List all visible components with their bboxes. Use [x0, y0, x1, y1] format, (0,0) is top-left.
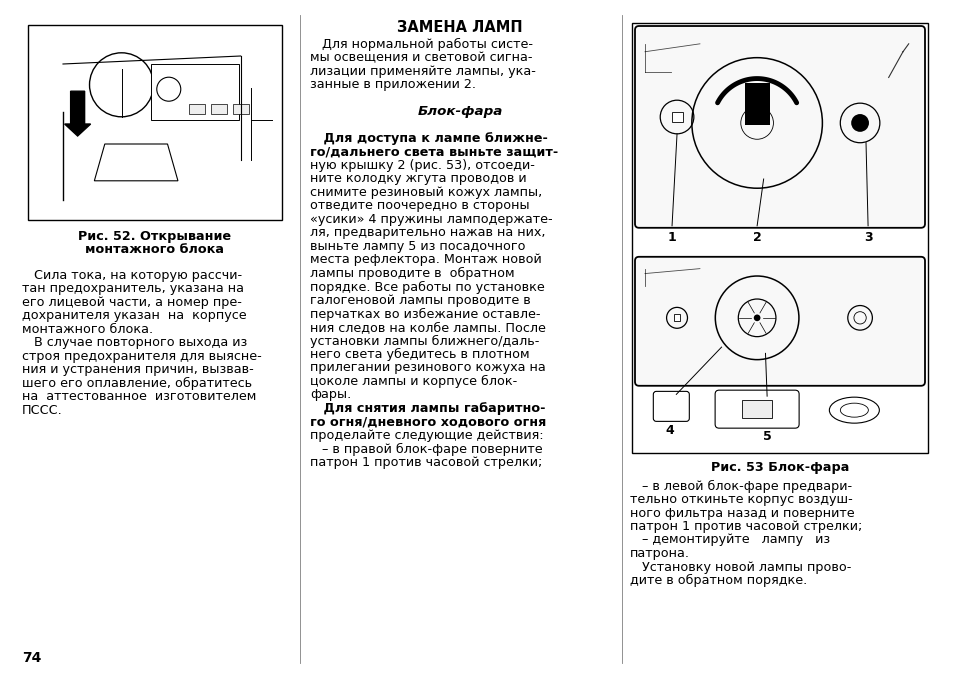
Text: дите в обратном порядке.: дите в обратном порядке. [629, 574, 806, 587]
Text: Рис. 52. Открывание: Рис. 52. Открывание [78, 230, 232, 243]
Text: места рефлектора. Монтаж новой: места рефлектора. Монтаж новой [310, 253, 541, 266]
Text: занные в приложении 2.: занные в приложении 2. [310, 78, 476, 91]
Text: Для нормальной работы систе-: Для нормальной работы систе- [310, 38, 533, 51]
Text: установки лампы ближнего/даль-: установки лампы ближнего/даль- [310, 335, 538, 348]
Polygon shape [65, 92, 91, 136]
Bar [189, 104, 205, 114]
Text: тан предохранитель, указана на: тан предохранитель, указана на [22, 283, 244, 296]
Text: го огня/дневного ходового огня: го огня/дневного ходового огня [310, 415, 546, 428]
Text: снимите резиновый кожух лампы,: снимите резиновый кожух лампы, [310, 186, 541, 199]
Text: Установку новой лампы прово-: Установку новой лампы прово- [629, 561, 850, 574]
FancyBboxPatch shape [635, 26, 924, 228]
Text: монтажного блока: монтажного блока [86, 244, 224, 257]
Text: перчатках во избежание оставле-: перчатках во избежание оставле- [310, 307, 540, 320]
Text: 2: 2 [752, 231, 760, 244]
Ellipse shape [828, 397, 879, 423]
Circle shape [850, 114, 868, 132]
Text: его лицевой части, а номер пре-: его лицевой части, а номер пре- [22, 296, 242, 309]
Text: фары.: фары. [310, 389, 351, 402]
Bar [233, 104, 249, 114]
Text: лампы проводите в  обратном: лампы проводите в обратном [310, 267, 514, 280]
FancyBboxPatch shape [653, 391, 689, 421]
Text: отведите поочередно в стороны: отведите поочередно в стороны [310, 199, 529, 212]
Text: Для доступа к лампе ближне-: Для доступа к лампе ближне- [310, 132, 547, 145]
Text: тельно откиньте корпус воздуш-: тельно откиньте корпус воздуш- [629, 493, 852, 506]
Text: Сила тока, на которую рассчи-: Сила тока, на которую рассчи- [22, 269, 242, 282]
Bar [151, 64, 238, 120]
Bar [631, 23, 927, 453]
Text: патрон 1 против часовой стрелки;: патрон 1 против часовой стрелки; [310, 456, 542, 469]
Bar [28, 25, 282, 220]
Text: ля, предварительно нажав на них,: ля, предварительно нажав на них, [310, 227, 545, 240]
Text: Блок-фара: Блок-фара [416, 105, 502, 118]
Text: ЗАМЕНА ЛАМП: ЗАМЕНА ЛАМП [396, 20, 522, 35]
Text: В случае повторного выхода из: В случае повторного выхода из [22, 337, 247, 350]
Text: ния и устранения причин, вызвав-: ния и устранения причин, вызвав- [22, 363, 253, 376]
Bar [671, 111, 681, 122]
Text: ните колодку жгута проводов и: ните колодку жгута проводов и [310, 173, 526, 186]
Text: проделайте следующие действия:: проделайте следующие действия: [310, 429, 543, 442]
Text: го/дальнего света выньте защит-: го/дальнего света выньте защит- [310, 145, 558, 158]
Bar [741, 400, 771, 418]
Text: 5: 5 [762, 430, 771, 443]
Bar [673, 314, 679, 321]
Text: мы освещения и световой сигна-: мы освещения и световой сигна- [310, 51, 532, 64]
Text: – в правой блок-фаре поверните: – в правой блок-фаре поверните [310, 443, 542, 456]
FancyBboxPatch shape [715, 390, 799, 428]
Text: Рис. 53 Блок-фара: Рис. 53 Блок-фара [710, 461, 848, 474]
Text: дохранителя указан  на  корпусе: дохранителя указан на корпусе [22, 309, 247, 322]
Text: 1: 1 [667, 231, 676, 244]
Text: порядке. Все работы по установке: порядке. Все работы по установке [310, 281, 544, 294]
Text: шего его оплавление, обратитесь: шего его оплавление, обратитесь [22, 377, 252, 390]
Text: ния следов на колбе лампы. После: ния следов на колбе лампы. После [310, 321, 545, 334]
Text: 4: 4 [664, 424, 673, 437]
Bar [744, 83, 769, 125]
Ellipse shape [840, 403, 867, 417]
Text: монтажного блока.: монтажного блока. [22, 323, 153, 336]
Text: – в левой блок-фаре предвари-: – в левой блок-фаре предвари- [629, 479, 851, 492]
Text: ного фильтра назад и поверните: ного фильтра назад и поверните [629, 507, 854, 520]
Bar [211, 104, 227, 114]
Text: «усики» 4 пружины ламподержате-: «усики» 4 пружины ламподержате- [310, 213, 552, 226]
Circle shape [753, 314, 760, 321]
Text: патрона.: патрона. [629, 547, 689, 560]
Text: цоколе лампы и корпусе блок-: цоколе лампы и корпусе блок- [310, 375, 517, 388]
Text: ную крышку 2 (рис. 53), отсоеди-: ную крышку 2 (рис. 53), отсоеди- [310, 159, 535, 172]
Text: строя предохранителя для выясне-: строя предохранителя для выясне- [22, 350, 261, 363]
Text: 3: 3 [862, 231, 871, 244]
Text: 74: 74 [22, 651, 41, 665]
Text: прилегании резинового кожуха на: прилегании резинового кожуха на [310, 361, 545, 374]
Text: него света убедитесь в плотном: него света убедитесь в плотном [310, 348, 529, 361]
Text: патрон 1 против часовой стрелки;: патрон 1 против часовой стрелки; [629, 520, 862, 533]
Text: ПССС.: ПССС. [22, 404, 63, 417]
Text: – демонтируйте   лампу   из: – демонтируйте лампу из [629, 533, 829, 546]
Text: выньте лампу 5 из посадочного: выньте лампу 5 из посадочного [310, 240, 525, 253]
Text: галогеновой лампы проводите в: галогеновой лампы проводите в [310, 294, 530, 307]
Text: на  аттестованное  изготовителем: на аттестованное изготовителем [22, 391, 256, 404]
FancyBboxPatch shape [635, 257, 924, 386]
Text: Для снятия лампы габаритно-: Для снятия лампы габаритно- [310, 402, 545, 415]
Text: лизации применяйте лампы, ука-: лизации применяйте лампы, ука- [310, 64, 536, 77]
